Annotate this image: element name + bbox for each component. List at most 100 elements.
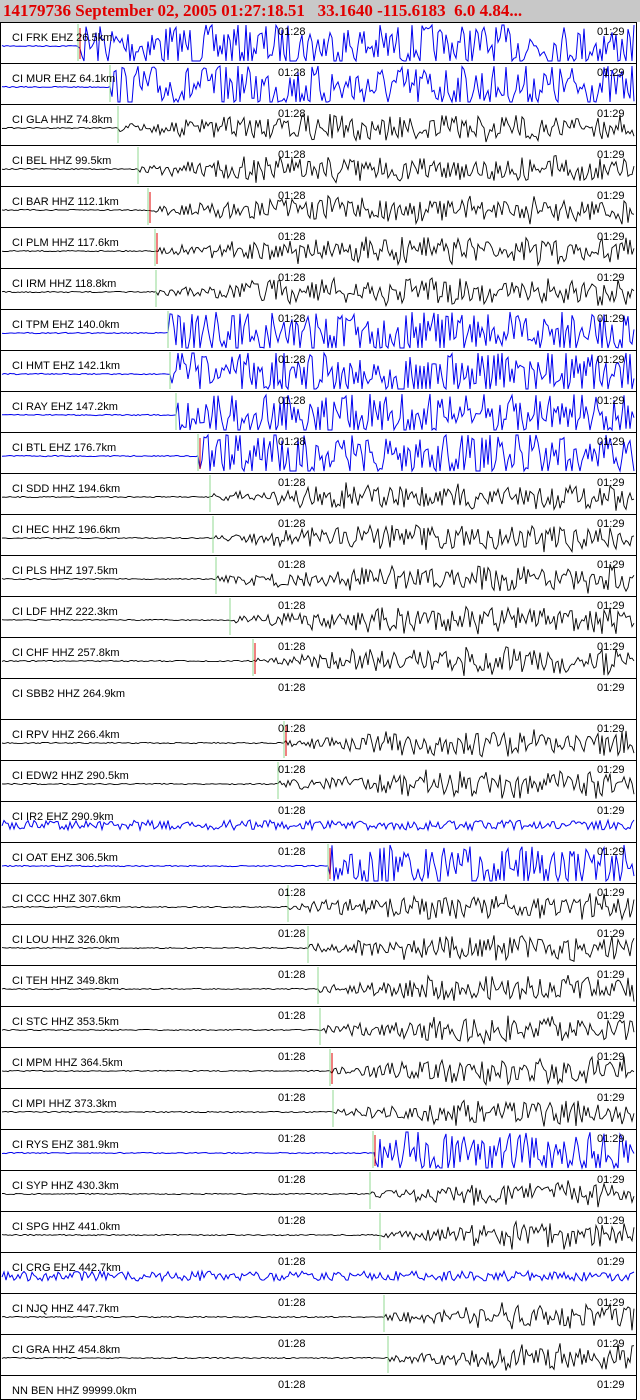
trace-label: CI IRM HHZ 118.8km <box>12 278 116 290</box>
trace-label: CI SYP HHZ 430.3km <box>12 1180 119 1192</box>
trace-label: CI NJQ HHZ 447.7km <box>12 1303 119 1315</box>
waveform <box>1 65 635 104</box>
time-label: 01:29 <box>597 723 625 735</box>
time-label: 01:29 <box>597 887 625 899</box>
trace-label: CI TPM EHZ 140.0km <box>12 319 119 331</box>
time-label: 01:28 <box>278 149 306 161</box>
waveform <box>1 523 635 553</box>
time-label: 01:29 <box>597 149 625 161</box>
trace-label: CI MUR EHZ 64.1km <box>12 73 115 85</box>
waveform <box>1 1055 635 1087</box>
time-label: 01:28 <box>278 231 306 243</box>
waveform <box>2 393 635 432</box>
trace-label: CI LOU HHZ 326.0km <box>12 934 120 946</box>
trace-label: CI STC HHZ 353.5km <box>12 1016 119 1028</box>
time-label: 01:29 <box>597 559 625 571</box>
time-label: 01:29 <box>597 1174 625 1186</box>
time-label: 01:28 <box>278 723 306 735</box>
time-label: 01:29 <box>597 354 625 366</box>
time-label: 01:28 <box>278 108 306 120</box>
time-label: 01:29 <box>597 1256 625 1268</box>
time-label: 01:29 <box>597 518 625 530</box>
waveform <box>1 1131 635 1170</box>
waveform <box>1 311 635 350</box>
trace-label: CI RPV HHZ 266.4km <box>12 729 120 741</box>
trace-label: CI TEH HHZ 349.8km <box>12 975 119 987</box>
trace-label: CI RAY EHZ 147.2km <box>12 401 118 413</box>
waveform <box>1 605 635 635</box>
trace-label: CI FRK EHZ 26.5km <box>12 32 112 44</box>
time-label: 01:29 <box>597 272 625 284</box>
time-label: 01:28 <box>278 969 306 981</box>
time-label: 01:29 <box>597 1297 625 1309</box>
waveform <box>1 1302 635 1331</box>
time-label: 01:29 <box>597 1010 625 1022</box>
trace-label: CI SBB2 HHZ 264.9km <box>12 688 125 700</box>
time-label: 01:29 <box>597 67 625 79</box>
trace-label: CI SDD HHZ 194.6km <box>12 483 120 495</box>
time-label: 01:29 <box>597 1379 625 1391</box>
time-label: 01:29 <box>597 436 625 448</box>
waveform <box>1 351 635 391</box>
trace-label: CI HEC HHZ 196.6km <box>12 524 120 536</box>
time-label: 01:28 <box>278 641 306 653</box>
time-label: 01:29 <box>597 190 625 202</box>
waveform <box>1 935 635 962</box>
trace-label: CI PLM HHZ 117.6km <box>12 237 119 249</box>
time-label: 01:29 <box>597 764 625 776</box>
time-label: 01:29 <box>597 805 625 817</box>
waveform <box>1 646 635 676</box>
time-label: 01:28 <box>278 1338 306 1350</box>
time-label: 01:28 <box>278 67 306 79</box>
waveform <box>1 729 635 758</box>
time-label: 01:29 <box>597 395 625 407</box>
time-label: 01:29 <box>597 928 625 940</box>
time-label: 01:28 <box>278 805 306 817</box>
waveform <box>1 563 635 594</box>
waveform <box>1 1343 635 1371</box>
waveform <box>1 769 635 799</box>
waveform <box>1 433 635 473</box>
time-label: 01:29 <box>597 846 625 858</box>
waveform <box>1 1269 635 1283</box>
waveform <box>1 113 635 143</box>
trace-label: CI CRG EHZ 442.7km <box>12 1262 121 1274</box>
trace-label: CI BTL EHZ 176.7km <box>12 442 116 454</box>
trace-label: NN BEN HHZ 99999.0km <box>12 1385 137 1397</box>
time-label: 01:28 <box>278 1256 306 1268</box>
trace-label: CI GLA HHZ 74.8km <box>12 114 112 126</box>
trace-label: CI EDW2 HHZ 290.5km <box>12 770 129 782</box>
time-label: 01:28 <box>278 1379 306 1391</box>
time-label: 01:28 <box>278 272 306 284</box>
time-label: 01:28 <box>278 1051 306 1063</box>
time-label: 01:28 <box>278 26 306 38</box>
waveform <box>1 818 635 832</box>
trace-label: CI BEL HHZ 99.5km <box>12 155 111 167</box>
time-label: 01:29 <box>597 231 625 243</box>
time-label: 01:28 <box>278 354 306 366</box>
time-label: 01:29 <box>597 641 625 653</box>
trace-label: CI CCC HHZ 307.6km <box>12 893 121 905</box>
time-label: 01:28 <box>278 928 306 940</box>
time-label: 01:29 <box>597 600 625 612</box>
time-label: 01:28 <box>278 1092 306 1104</box>
trace-label: CI BAR HHZ 112.1km <box>12 196 119 208</box>
time-label: 01:28 <box>278 600 306 612</box>
trace-panel: CI FRK EHZ 26.5km 01:28 01:29 CI MUR EHZ 64… <box>0 22 637 1400</box>
waveform <box>2 1180 635 1208</box>
trace-label: CI MPI HHZ 373.3km <box>12 1098 117 1110</box>
time-label: 01:28 <box>278 887 306 899</box>
waveform <box>1 482 635 511</box>
time-label: 01:29 <box>597 313 625 325</box>
time-label: 01:29 <box>597 1133 625 1145</box>
waveform <box>1 236 635 267</box>
waveform <box>1 1099 635 1127</box>
time-label: 01:28 <box>278 682 306 694</box>
frame <box>0 22 637 1400</box>
time-label: 01:29 <box>597 1092 625 1104</box>
time-label: 01:28 <box>278 436 306 448</box>
time-label: 01:28 <box>278 190 306 202</box>
trace-label: CI RYS EHZ 381.9km <box>12 1139 119 1151</box>
waveform <box>1 893 635 921</box>
